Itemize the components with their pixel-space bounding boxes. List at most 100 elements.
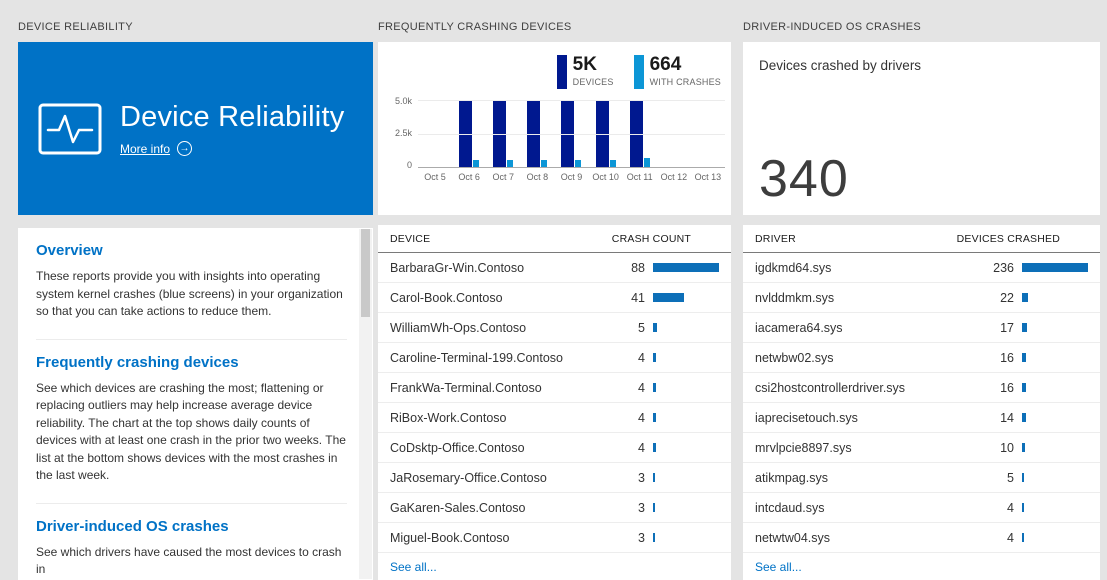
device-reliability-tile[interactable]: Device Reliability More info →	[18, 42, 373, 215]
table-row[interactable]: netwtw04.sys 4	[743, 523, 1100, 553]
arrow-right-icon: →	[177, 141, 193, 156]
column-header-device-reliability: DEVICE RELIABILITY	[18, 21, 133, 33]
row-bar-zone	[653, 443, 719, 452]
table-header: DRIVER DEVICES CRASHED	[743, 225, 1100, 253]
row-name: CoDsktp-Office.Contoso	[390, 440, 525, 455]
legend-item-devices: 5K DEVICES	[556, 55, 614, 89]
row-value-bar	[653, 353, 656, 362]
row-bar-zone	[653, 353, 719, 362]
chart-legend: 5K DEVICES 664 WITH CRASHES	[556, 55, 721, 89]
x-axis-label: Oct 9	[560, 172, 583, 182]
row-value: 4	[638, 410, 645, 425]
row-value: 4	[1007, 500, 1014, 515]
x-axis-label: Oct 8	[526, 172, 549, 182]
table-row[interactable]: atikmpag.sys 5	[743, 463, 1100, 493]
devices-crashed-kpi-tile[interactable]: Devices crashed by drivers 340	[743, 42, 1100, 215]
row-name: Caroline-Terminal-199.Contoso	[390, 350, 563, 365]
row-value: 22	[1000, 290, 1014, 305]
row-bar-zone	[1022, 293, 1088, 302]
row-value: 3	[638, 530, 645, 545]
legend-texts: 664 WITH CRASHES	[650, 55, 721, 87]
row-value-bar	[653, 413, 656, 422]
row-value-bar	[1022, 323, 1027, 332]
gridline	[418, 100, 725, 101]
x-axis-label: Oct 12	[660, 172, 688, 182]
row-name: netwtw04.sys	[755, 530, 831, 545]
column-header-driver: DRIVER	[755, 232, 796, 245]
table-row[interactable]: RiBox-Work.Contoso 4	[378, 403, 731, 433]
table-row[interactable]: BarbaraGr-Win.Contoso 88	[378, 253, 731, 283]
legend-texts: 5K DEVICES	[573, 55, 614, 87]
column-frequently-crashing-devices: FREQUENTLY CRASHING DEVICES 5K DEVICES 6…	[378, 0, 731, 580]
row-value-bar	[1022, 533, 1024, 542]
scrollbar-thumb[interactable]	[361, 229, 370, 317]
table-row[interactable]: iacamera64.sys 17	[743, 313, 1100, 343]
row-bar-zone	[1022, 413, 1088, 422]
row-value: 16	[1000, 350, 1014, 365]
row-name: igdkmd64.sys	[755, 260, 832, 275]
with-crashes-bar	[507, 159, 514, 167]
table-row[interactable]: JaRosemary-Office.Contoso 3	[378, 463, 731, 493]
kpi-label: Devices crashed by drivers	[759, 58, 922, 73]
daily-crash-chart-tile: 5K DEVICES 664 WITH CRASHES 5.0k 2.5k 0	[378, 42, 731, 215]
row-value-bar	[1022, 263, 1088, 272]
legend-label-devices: DEVICES	[572, 77, 614, 87]
row-name: csi2hostcontrollerdriver.sys	[755, 380, 906, 395]
legend-value-with-crashes: 664	[649, 54, 682, 75]
table-row[interactable]: intcdaud.sys 4	[743, 493, 1100, 523]
table-body: igdkmd64.sys 236 nvlddmkm.sys 22 iacamera64.…	[743, 253, 1100, 553]
row-name: FrankWa-Terminal.Contoso	[390, 380, 542, 395]
row-name: nvlddmkm.sys	[755, 290, 835, 305]
with-crashes-bar	[575, 159, 582, 167]
table-row[interactable]: GaKaren-Sales.Contoso 3	[378, 493, 731, 523]
more-info-label: More info	[120, 141, 171, 156]
with-crashes-bar	[473, 159, 480, 167]
table-row[interactable]: Miguel-Book.Contoso 3	[378, 523, 731, 553]
row-bar-zone	[653, 413, 719, 422]
row-name: RiBox-Work.Contoso	[390, 410, 507, 425]
table-row[interactable]: Carol-Book.Contoso 41	[378, 283, 731, 313]
scrollbar[interactable]	[359, 229, 372, 579]
legend-swatch-devices	[556, 55, 567, 89]
row-name: iaprecisetouch.sys	[755, 410, 858, 425]
x-axis-label: Oct 11	[626, 172, 653, 182]
table-row[interactable]: igdkmd64.sys 236	[743, 253, 1100, 283]
table-row[interactable]: nvlddmkm.sys 22	[743, 283, 1100, 313]
row-value-bar	[653, 443, 656, 452]
with-crashes-bar	[609, 159, 616, 167]
description-section-2: Frequently crashing devices See which dev…	[36, 338, 347, 485]
column-header-crash-count: CRASH COUNT	[611, 232, 691, 245]
row-value: 3	[638, 470, 645, 485]
row-name: netwbw02.sys	[755, 350, 834, 365]
row-value: 41	[631, 290, 645, 305]
table-row[interactable]: FrankWa-Terminal.Contoso 4	[378, 373, 731, 403]
y-axis: 5.0k 2.5k 0	[390, 96, 418, 170]
description-section-1: Overview These reports provide you with i…	[36, 242, 347, 321]
table-row[interactable]: CoDsktp-Office.Contoso 4	[378, 433, 731, 463]
device-monitor-pulse-icon	[38, 103, 102, 155]
table-row[interactable]: Caroline-Terminal-199.Contoso 4	[378, 343, 731, 373]
row-value: 16	[1000, 380, 1014, 395]
more-info-link[interactable]: More info →	[120, 141, 344, 156]
y-tick: 2.5k	[394, 128, 412, 138]
row-bar-zone	[653, 323, 719, 332]
section-body: These reports provide you with insights …	[36, 269, 343, 319]
x-axis-label: Oct 5	[424, 172, 446, 182]
table-row[interactable]: netwbw02.sys 16	[743, 343, 1100, 373]
column-header-devices-crashed: DEVICES CRASHED	[956, 232, 1060, 245]
column-header-device: DEVICE	[390, 232, 431, 245]
row-value: 5	[1007, 470, 1014, 485]
table-row[interactable]: mrvlpcie8897.sys 10	[743, 433, 1100, 463]
table-row[interactable]: iaprecisetouch.sys 14	[743, 403, 1100, 433]
table-row[interactable]: WilliamWh-Ops.Contoso 5	[378, 313, 731, 343]
see-all-link[interactable]: See all...	[390, 559, 437, 574]
legend-value-devices: 5K	[572, 54, 597, 75]
x-axis: Oct 5 Oct 6 Oct 7 Oct 8 Oct 9 Oct 10 Oct 11 Oct…	[418, 172, 725, 182]
see-all-link[interactable]: See all...	[755, 559, 802, 574]
row-value: 4	[1007, 530, 1014, 545]
row-name: GaKaren-Sales.Contoso	[390, 500, 526, 515]
table-row[interactable]: csi2hostcontrollerdriver.sys 16	[743, 373, 1100, 403]
legend-swatch-with-crashes	[633, 55, 644, 89]
row-value-bar	[653, 383, 656, 392]
